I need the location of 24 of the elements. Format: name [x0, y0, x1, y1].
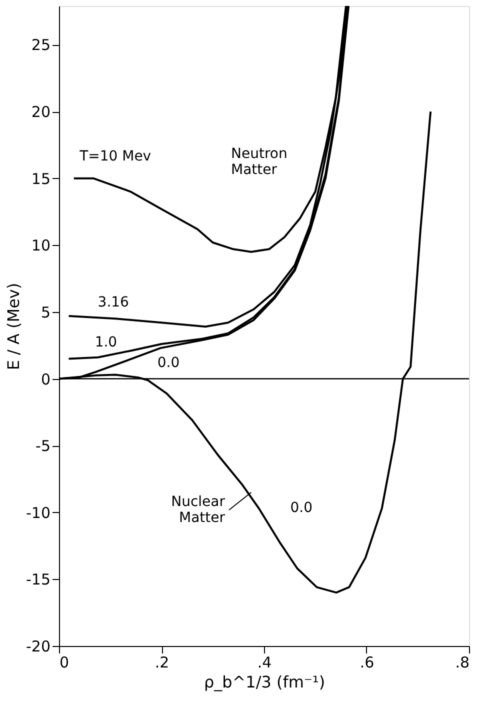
- x-tick-label: .6: [360, 654, 374, 672]
- series-label: 1.0: [94, 334, 118, 350]
- y-tick-label: 5: [40, 303, 50, 322]
- x-tick-label: .2: [154, 654, 170, 672]
- series-label: 3.16: [98, 294, 130, 311]
- y-tick-label: -15: [26, 570, 50, 589]
- series-label: 0.0: [290, 500, 313, 516]
- y-tick-label: -10: [26, 504, 50, 522]
- x-tick-label: .4: [257, 654, 272, 672]
- x-axis-title: ρ_b^1/3 (fm⁻¹): [204, 672, 326, 692]
- x-tick-label: .8: [455, 654, 470, 672]
- y-axis-title: E / A (Mev): [4, 282, 23, 370]
- annotation: Nuclear Matter: [171, 494, 226, 526]
- y-tick-label: 15: [31, 170, 50, 188]
- y-tick-label: 20: [31, 103, 50, 122]
- y-tick-label: -20: [26, 638, 50, 656]
- y-tick-label: 25: [31, 36, 50, 54]
- y-tick-label: -5: [36, 437, 50, 456]
- series-label: T=10 Mev: [78, 148, 152, 164]
- x-tick-label: 0: [60, 654, 70, 672]
- y-tick-label: 10: [31, 236, 50, 255]
- annotation: Neutron Matter: [231, 146, 288, 178]
- series-label: 0.0: [157, 355, 180, 372]
- y-tick-label: 0: [40, 370, 50, 388]
